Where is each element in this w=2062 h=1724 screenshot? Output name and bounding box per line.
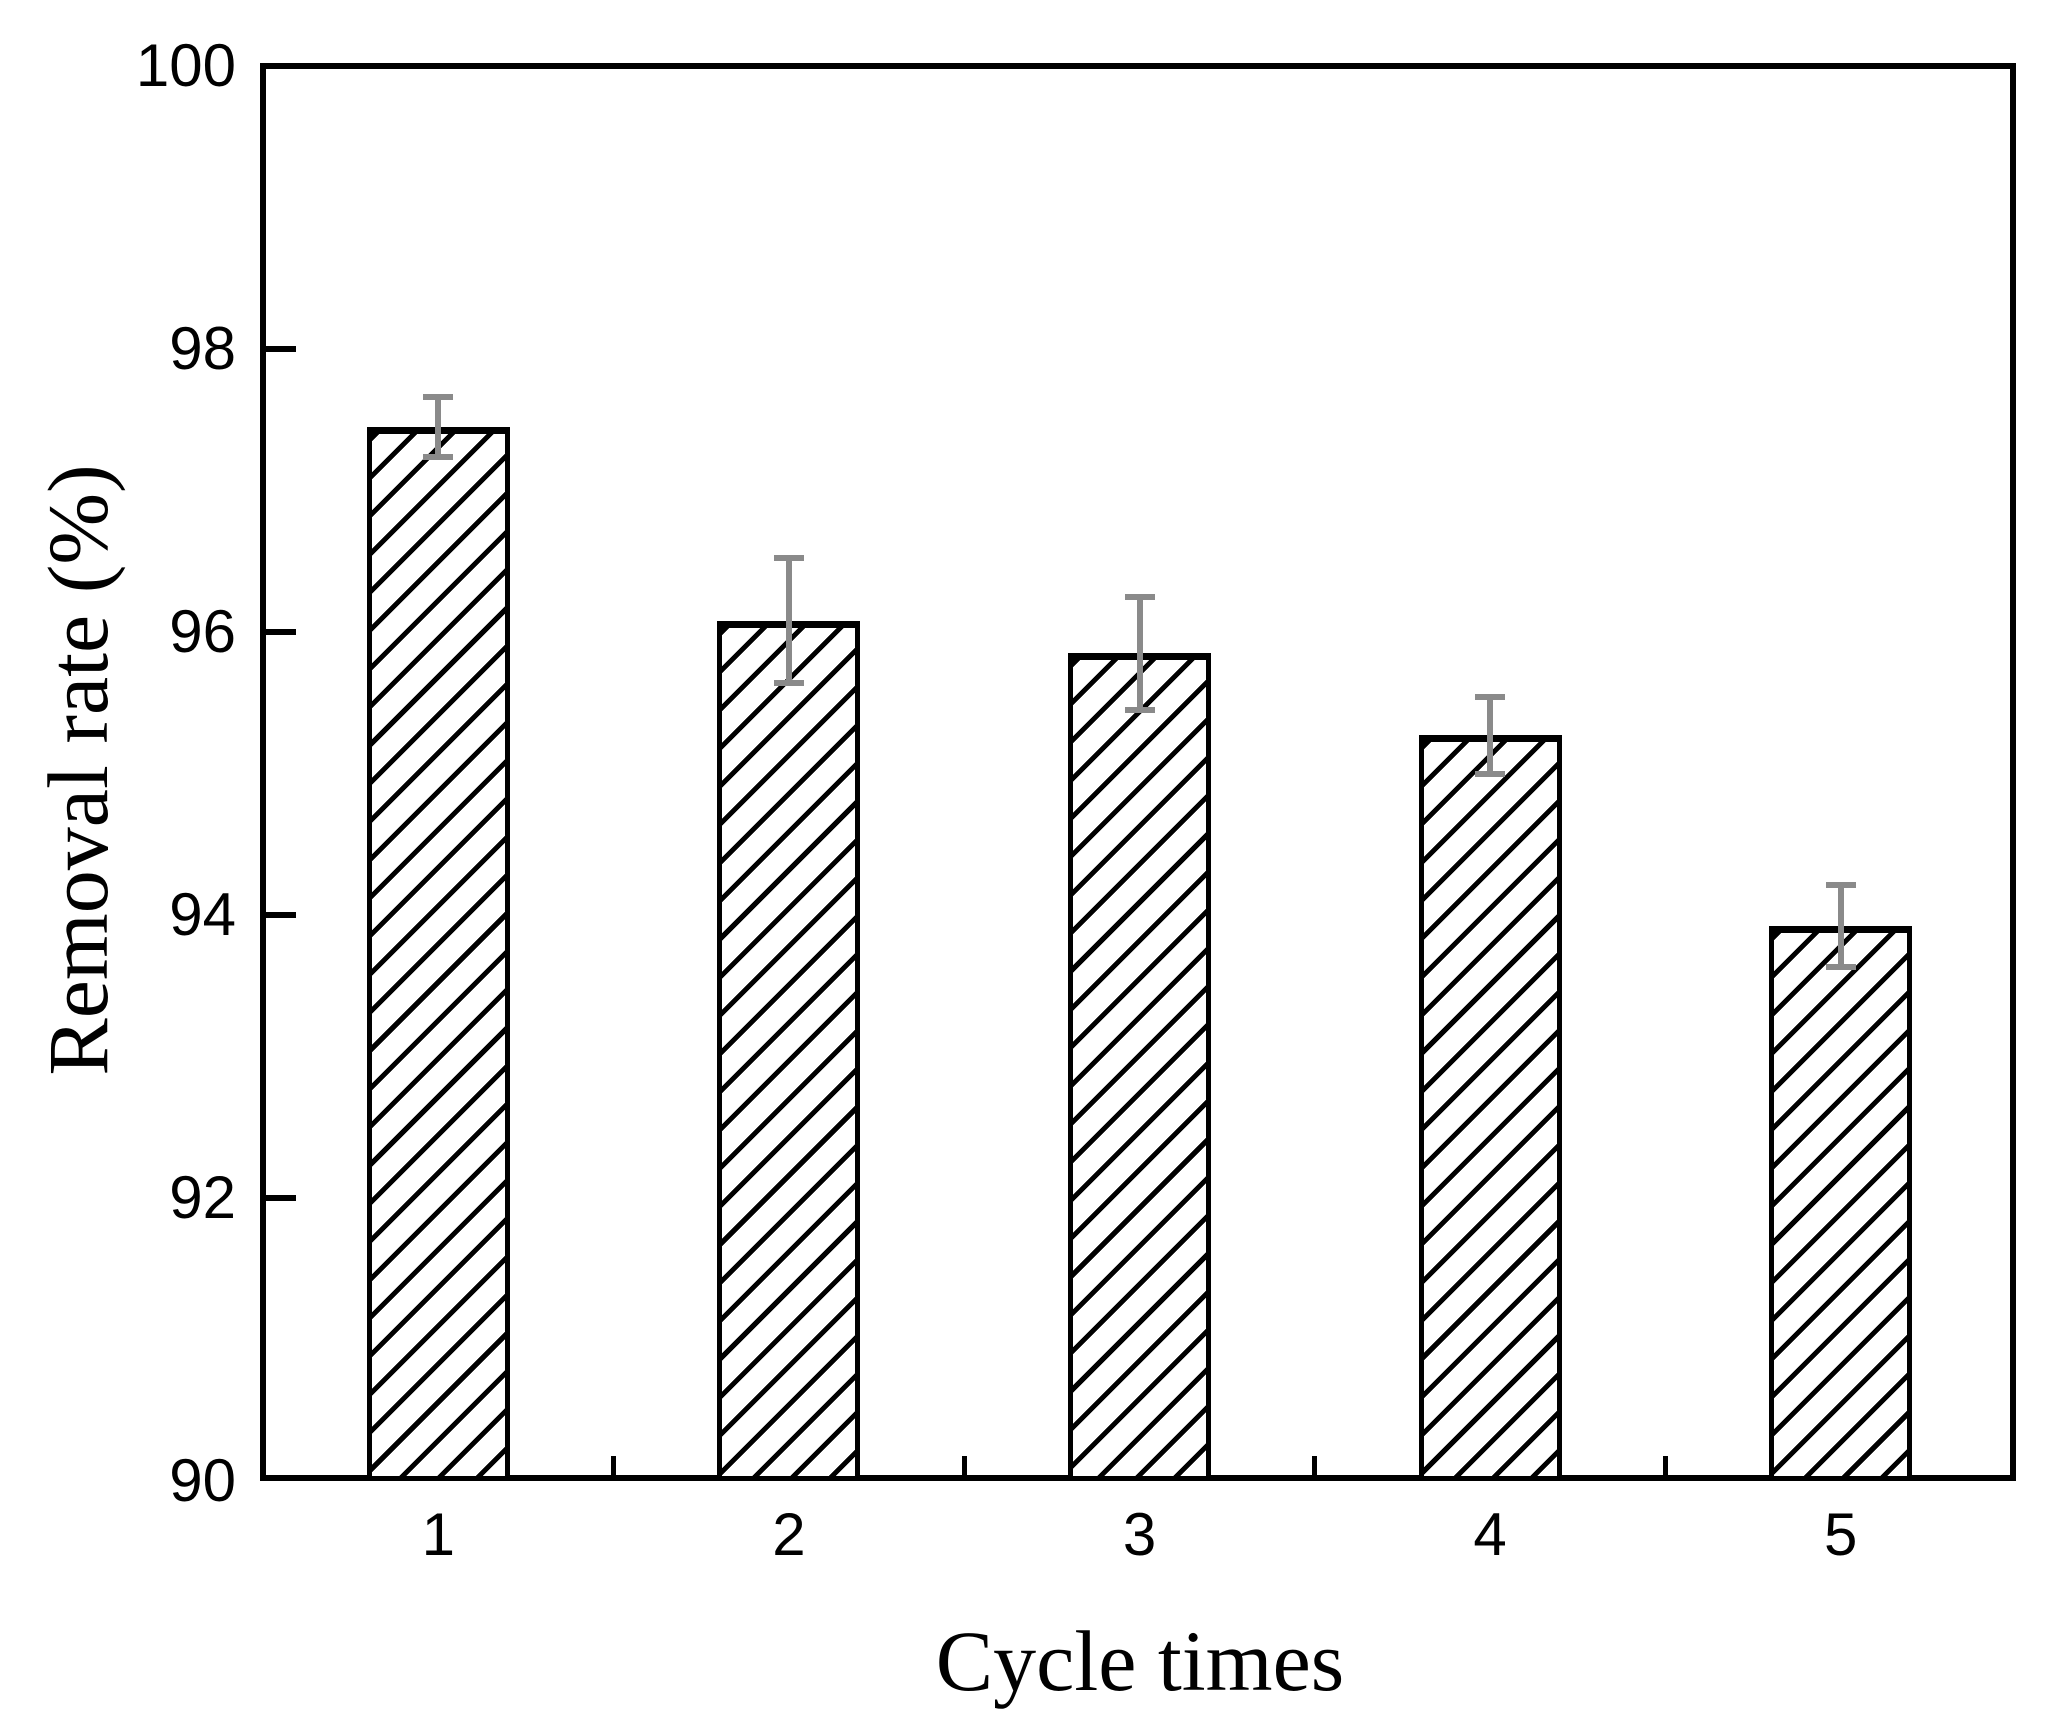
y-axis-tick: [266, 346, 296, 352]
error-bar-stem: [435, 397, 442, 457]
x-axis-tick-label: 2: [772, 1501, 806, 1568]
y-axis-tick-label: 96: [169, 598, 236, 665]
error-bar-top-cap: [1124, 593, 1155, 600]
bar-cycle-2: [717, 620, 861, 1481]
error-bar-stem: [1487, 697, 1494, 774]
error-bar-bottom-cap: [1124, 706, 1155, 713]
x-axis-tick-label: 5: [1824, 1501, 1858, 1568]
y-axis-tick-label: 94: [169, 881, 236, 948]
y-axis-tick: [266, 912, 296, 918]
x-axis-minor-tick: [961, 1456, 967, 1475]
bar-cycle-1: [366, 426, 510, 1481]
error-bar-bottom-cap: [1825, 964, 1856, 971]
error-bar-bottom-cap: [1475, 770, 1506, 777]
error-bar-top-cap: [1475, 694, 1506, 701]
error-bar-stem: [1136, 596, 1143, 710]
x-axis-tick-label: 3: [1122, 1501, 1157, 1568]
y-axis-tick-label: 98: [169, 315, 236, 382]
x-axis-tick-label: 1: [421, 1501, 455, 1568]
y-axis-tick-label: 90: [169, 1447, 236, 1514]
bar-cycle-4: [1418, 735, 1562, 1481]
error-bar-top-cap: [423, 394, 454, 401]
y-axis-tick: [266, 1195, 296, 1201]
error-bar-top-cap: [1825, 882, 1856, 889]
error-bar-top-cap: [773, 555, 804, 562]
y-axis-tick-label: 92: [169, 1164, 236, 1231]
error-bar-bottom-cap: [773, 679, 804, 686]
error-bar-bottom-cap: [423, 453, 454, 460]
y-axis-title: Removal rate (%): [30, 464, 126, 1076]
error-bar-stem: [785, 558, 792, 683]
error-bar-stem: [1837, 885, 1844, 968]
x-axis-minor-tick: [1312, 1456, 1318, 1475]
y-axis-tick: [266, 629, 296, 635]
y-axis-tick-label: 100: [135, 32, 236, 99]
bar-cycle-5: [1769, 926, 1913, 1481]
x-axis-minor-tick: [1662, 1456, 1668, 1475]
bar-cycle-3: [1068, 653, 1211, 1481]
x-axis-minor-tick: [611, 1456, 617, 1475]
x-axis-title: Cycle times: [935, 1613, 1345, 1709]
x-axis-tick-label: 4: [1473, 1501, 1507, 1568]
